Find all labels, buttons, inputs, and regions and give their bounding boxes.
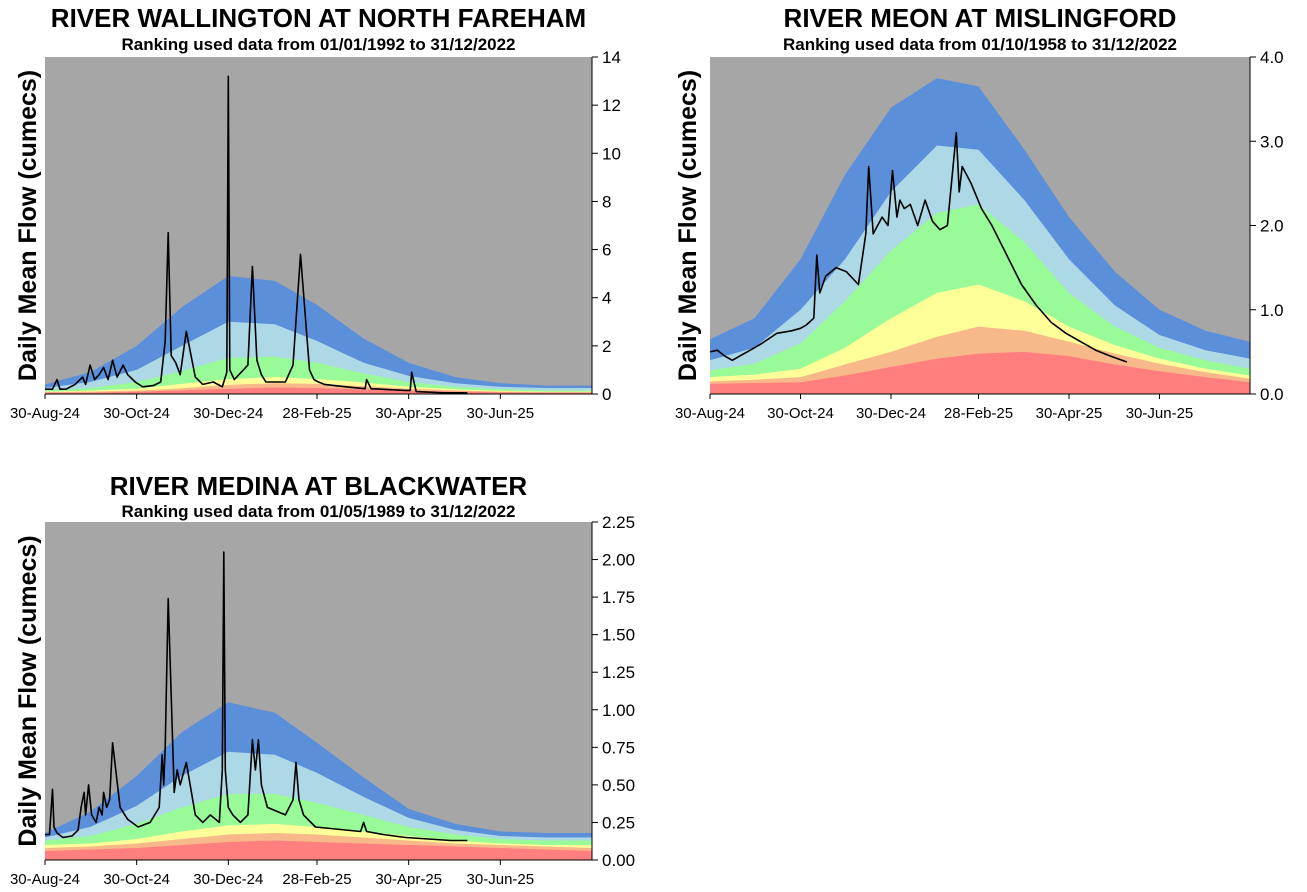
x-tick-label: 28-Feb-25 [282,405,351,422]
y-tick-label: 1.00 [602,701,635,720]
chart-panel-wallington: RIVER WALLINGTON AT NORTH FAREHAM Ranking… [0,0,640,440]
band-extremely-low [45,840,592,860]
y-tick-label: 1.25 [602,663,635,682]
x-tick-label: 30-Jun-25 [467,871,535,888]
x-tick-label: 30-Aug-24 [10,871,80,888]
y-tick-label: 2.25 [602,513,635,532]
y-tick-label: 8 [602,192,611,211]
chart-panel-medina: RIVER MEDINA AT BLACKWATER Ranking used d… [0,462,640,892]
x-tick-label: 30-Jun-25 [467,405,535,422]
y-tick-label: 4.0 [1260,48,1284,67]
flow-line [709,132,1128,363]
y-tick-label: 6 [602,241,611,260]
chart-title: RIVER MEDINA AT BLACKWATER [110,471,528,501]
x-tick-label: 30-Aug-24 [675,405,745,422]
x-tick-label: 30-Dec-24 [856,405,926,422]
chart-panel-meon: RIVER MEON AT MISLINGFORD Ranking used da… [660,0,1305,440]
x-tick-label: 30-Apr-25 [375,405,442,422]
chart-svg-wallington: RIVER WALLINGTON AT NORTH FAREHAM Ranking… [10,3,621,422]
x-tick-label: 30-Jun-25 [1126,405,1194,422]
chart-subtitle: Ranking used data from 01/10/1958 to 31/… [783,35,1177,54]
x-tick-label: 30-Apr-25 [375,871,442,888]
x-tick-label: 30-Dec-24 [193,405,263,422]
y-tick-label: 0.75 [602,738,635,757]
chart-title: RIVER MEON AT MISLINGFORD [784,3,1177,33]
y-tick-label: 0.0 [1260,385,1284,404]
y-tick-label: 10 [602,144,621,163]
y-tick-label: 0.00 [602,851,635,870]
chart-subtitle: Ranking used data from 01/05/1989 to 31/… [121,502,515,521]
chart-title: RIVER WALLINGTON AT NORTH FAREHAM [51,3,586,33]
y-tick-label: 2.0 [1260,217,1284,236]
y-tick-label: 12 [602,96,621,115]
chart-subtitle: Ranking used data from 01/01/1992 to 31/… [121,35,515,54]
x-tick-label: 30-Oct-24 [103,871,170,888]
y-tick-label: 14 [602,48,621,67]
y-tick-label: 1.75 [602,588,635,607]
y-tick-label: 2.00 [602,551,635,570]
band-extremely-low [710,351,1250,394]
y-axis-label: Daily Mean Flow (cumecs) [674,70,702,381]
x-tick-label: 30-Aug-24 [10,405,80,422]
y-tick-label: 0.50 [602,776,635,795]
y-tick-label: 1.0 [1260,301,1284,320]
flow-line [45,551,468,842]
y-tick-label: 1.50 [602,626,635,645]
y-tick-label: 0.25 [602,813,635,832]
y-tick-label: 3.0 [1260,132,1284,151]
y-tick-label: 4 [602,289,611,308]
x-tick-label: 28-Feb-25 [944,405,1013,422]
x-tick-label: 30-Oct-24 [767,405,834,422]
flow-line [45,75,468,394]
x-tick-label: 30-Oct-24 [103,405,170,422]
y-axis-label: Daily Mean Flow (cumecs) [14,535,42,846]
x-tick-label: 28-Feb-25 [282,871,351,888]
y-axis-label: Daily Mean Flow (cumecs) [14,70,42,381]
y-tick-label: 0 [602,385,611,404]
y-tick-label: 2 [602,337,611,356]
x-tick-label: 30-Dec-24 [193,871,263,888]
chart-svg-meon: RIVER MEON AT MISLINGFORD Ranking used da… [674,3,1284,422]
x-tick-label: 30-Apr-25 [1036,405,1103,422]
